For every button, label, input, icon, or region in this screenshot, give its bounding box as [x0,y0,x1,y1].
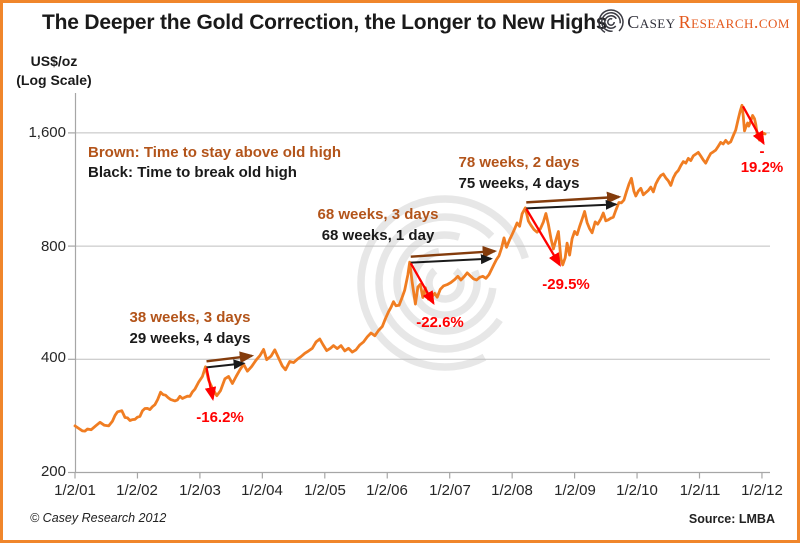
correction-1-stay-label: 38 weeks, 3 days [129,309,251,326]
correction-4-decline-label: - 19.2% [722,144,800,176]
correction-1-decline-label: -16.2% [196,409,244,426]
break-high-arrow-2 [410,254,493,265]
correction-2-labels: 68 weeks, 3 days 68 weeks, 1 day [288,204,468,246]
correction-2-stay-label: 68 weeks, 3 days [317,206,439,223]
correction-3-labels: 78 weeks, 2 days 75 weeks, 4 days [429,152,609,194]
correction-2-decline-label: -22.6% [416,314,464,331]
correction-1-break-label: 29 weeks, 4 days [129,330,251,347]
legend: Brown: Time to stay above old high Black… [88,143,341,183]
copyright-text: © Casey Research 2012 [30,511,167,525]
legend-brown-line: Brown: Time to stay above old high [88,144,342,161]
stay-above-arrow-2 [410,245,498,258]
x-tick-2004: 1/2/04 [241,482,283,499]
correction-3-decline-label: -29.5% [542,276,590,293]
decline-arrow-4 [741,105,765,146]
page-title: The Deeper the Gold Correction, the Long… [42,11,608,34]
brand-research-text: Research.com [678,11,790,32]
watermark-ring [393,231,497,335]
stay-above-arrow-3 [526,191,622,204]
x-tick-2001: 1/2/01 [54,482,96,499]
x-tick-2011: 1/2/11 [679,482,721,499]
y-axis-unit-line2: (Log Scale) [16,72,92,88]
x-tick-2009: 1/2/09 [554,482,596,499]
brand-logo: Casey Research.com [598,9,790,35]
x-tick-2002: 1/2/02 [116,482,158,499]
break-high-arrow-1 [206,359,246,370]
correction-4-decline-line1: - [759,143,765,160]
x-tick-2006: 1/2/06 [366,482,408,499]
y-tick-200: 200 [40,463,66,480]
x-tick-2010: 1/2/10 [616,482,658,499]
break-high-arrow-3 [526,199,618,210]
y-axis-unit-label: US$/oz (Log Scale) [12,52,96,90]
source-text: Source: LMBA [688,512,775,526]
correction-1-labels: 38 weeks, 3 days 29 weeks, 4 days [100,307,280,349]
y-tick-800: 800 [40,238,66,255]
decline-arrow-3 [525,208,561,267]
x-tick-2012: 1/2/12 [741,482,783,499]
y-axis-unit-line1: US$/oz [30,53,78,69]
correction-3-stay-label: 78 weeks, 2 days [458,154,580,171]
legend-black-line: Black: Time to break old high [88,164,297,181]
x-tick-2008: 1/2/08 [491,482,533,499]
x-tick-2003: 1/2/03 [179,482,221,499]
correction-4-decline-line2: 19.2% [740,159,784,176]
x-tick-2005: 1/2/05 [304,482,346,499]
gold-price-line [73,103,767,433]
correction-3-break-label: 75 weeks, 4 days [458,175,580,192]
casey-spiral-icon [598,9,624,35]
decline-arrow-1 [204,367,217,401]
y-tick-1600: 1,600 [28,124,66,141]
decline-arrow-2 [409,262,435,306]
stay-above-arrow-1 [206,351,255,364]
x-tick-2007: 1/2/07 [429,482,471,499]
y-tick-400: 400 [40,349,66,366]
brand-casey-text: Casey [627,11,676,32]
correction-2-break-label: 68 weeks, 1 day [321,227,435,244]
watermark-ring [357,195,533,371]
